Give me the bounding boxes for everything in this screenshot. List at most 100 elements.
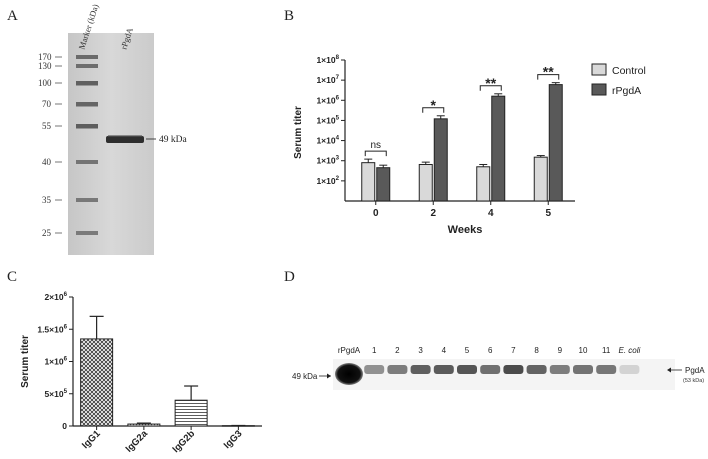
blot-band xyxy=(526,365,547,374)
marker-band-25 xyxy=(76,231,98,235)
marker-band-35 xyxy=(76,198,98,202)
y-tick-label: 1.5×106 xyxy=(37,323,67,334)
bar-rpgda-week-5 xyxy=(548,84,563,202)
x-tick-label: IgG2a xyxy=(124,428,151,455)
blot-band xyxy=(573,365,593,374)
marker-band-55 xyxy=(76,124,98,129)
blot-band xyxy=(503,365,524,374)
blot-lane-label: 11 xyxy=(602,346,611,355)
blot-lane-label: E. coli xyxy=(619,346,641,355)
panel-c-letter: C xyxy=(7,269,17,285)
chart-c: 0 5×105 1×106 1.5×106 2×106 IgG1 IgG2a IgG2b IgG… xyxy=(20,291,262,455)
y-tick-label: 1×104 xyxy=(316,135,339,146)
blot-band xyxy=(549,365,570,374)
gel-background xyxy=(68,33,154,255)
blot-lane-label: 4 xyxy=(442,346,447,355)
x-tick-label: 4 xyxy=(488,208,494,219)
x-tick-label: IgG3 xyxy=(222,428,245,451)
blot-lane-label: 7 xyxy=(511,346,516,355)
band-size-label: 49 kDa xyxy=(159,135,187,145)
panel-b-letter: B xyxy=(284,8,294,24)
significance-label: ** xyxy=(543,64,554,80)
marker-band-70 xyxy=(76,102,98,107)
significance-bracket xyxy=(422,107,445,113)
x-tick-label: IgG2b xyxy=(170,428,197,455)
y-tick-label: 1×102 xyxy=(316,175,339,186)
blot-left-marker: 49 kDa xyxy=(292,372,318,381)
y-tick-label: 5×105 xyxy=(44,388,67,399)
blot-band xyxy=(457,365,477,374)
blot-lane-label: 9 xyxy=(558,346,563,355)
y-tick-label: 1×103 xyxy=(316,155,339,166)
panel-a-letter: A xyxy=(7,8,18,24)
y-tick-label: 1×106 xyxy=(316,94,339,105)
legend-swatch-rpgda xyxy=(591,83,607,96)
x-axis-label: Weeks xyxy=(448,224,483,236)
y-tick-label: 1×105 xyxy=(316,114,339,125)
blot-lane-label: 1 xyxy=(372,346,377,355)
y-tick-label: 1×108 xyxy=(316,54,339,65)
significance-bracket xyxy=(479,85,502,91)
x-tick-label: IgG1 xyxy=(80,428,103,451)
bar-control-week-4 xyxy=(476,166,491,202)
bar-rpgda-week-4 xyxy=(491,95,506,202)
bar-igg2a xyxy=(127,423,161,427)
legend-label-rpgda: rPgdA xyxy=(612,85,641,97)
legend-swatch-control xyxy=(591,63,607,76)
legend-label-control: Control xyxy=(612,65,646,77)
blot-band xyxy=(596,365,617,374)
blot-lane-label: 8 xyxy=(534,346,539,355)
y-axis-label: Serum titer xyxy=(20,335,31,388)
blot-band xyxy=(410,365,431,374)
chart-b: 1×102 1×103 1×104 1×105 1×106 1×107 1×108 0 ns 2 *… xyxy=(293,54,646,236)
blot-lane-label: rPgdA xyxy=(338,346,361,355)
significance-label: * xyxy=(431,97,437,113)
significance-label: ** xyxy=(485,75,496,91)
marker-kda-labels: 170 130 100 70 55 40 35 25 xyxy=(38,52,62,238)
blot-lane-label: 2 xyxy=(395,346,400,355)
bar-rpgda-week-2 xyxy=(433,118,448,202)
x-tick-label: 0 xyxy=(373,208,379,219)
western-blot xyxy=(333,359,675,390)
blot-right-label: PgdA xyxy=(685,366,705,375)
bar-rpgda-week-0 xyxy=(376,167,391,202)
marker-label-25: 25 xyxy=(42,228,52,238)
blot-background xyxy=(333,359,675,390)
blot-band xyxy=(480,365,501,374)
y-tick-label: 1×106 xyxy=(44,356,67,367)
rpgda-protein-band xyxy=(106,136,144,143)
marker-band-130 xyxy=(76,64,98,68)
bar-igg1 xyxy=(80,338,114,427)
marker-label-40: 40 xyxy=(42,157,52,167)
blot-band xyxy=(387,365,408,374)
marker-label-55: 55 xyxy=(42,121,52,131)
blot-band xyxy=(364,365,385,374)
marker-label-170: 170 xyxy=(38,52,52,62)
marker-label-130: 130 xyxy=(38,61,52,71)
blot-lane-label: 5 xyxy=(465,346,470,355)
marker-band-170 xyxy=(76,55,98,59)
x-tick-label: 5 xyxy=(545,208,551,219)
significance-bracket xyxy=(537,74,560,80)
marker-band-40 xyxy=(76,160,98,164)
bar-control-week-5 xyxy=(533,156,548,202)
blot-band xyxy=(619,365,640,374)
panel-d-letter: D xyxy=(284,269,295,285)
y-axis-label: Serum titer xyxy=(293,106,304,159)
marker-label-35: 35 xyxy=(42,195,52,205)
y-tick-label: 1×107 xyxy=(316,74,339,85)
bar-control-week-0 xyxy=(361,162,376,202)
blot-lane-label: 3 xyxy=(418,346,423,355)
gel-image xyxy=(68,33,154,255)
blot-band xyxy=(433,365,454,374)
significance-label: ns xyxy=(370,140,381,151)
blot-right-sublabel: (53 kDa) xyxy=(683,378,704,384)
blot-lane-label: 6 xyxy=(488,346,493,355)
significance-bracket xyxy=(364,150,387,157)
marker-band-100 xyxy=(76,81,98,86)
blot-lane-label: 10 xyxy=(579,346,588,355)
bar-igg2b xyxy=(174,399,208,427)
bar-control-week-2 xyxy=(418,163,433,202)
blot-band-rpgda xyxy=(335,363,363,385)
marker-label-70: 70 xyxy=(42,99,52,109)
